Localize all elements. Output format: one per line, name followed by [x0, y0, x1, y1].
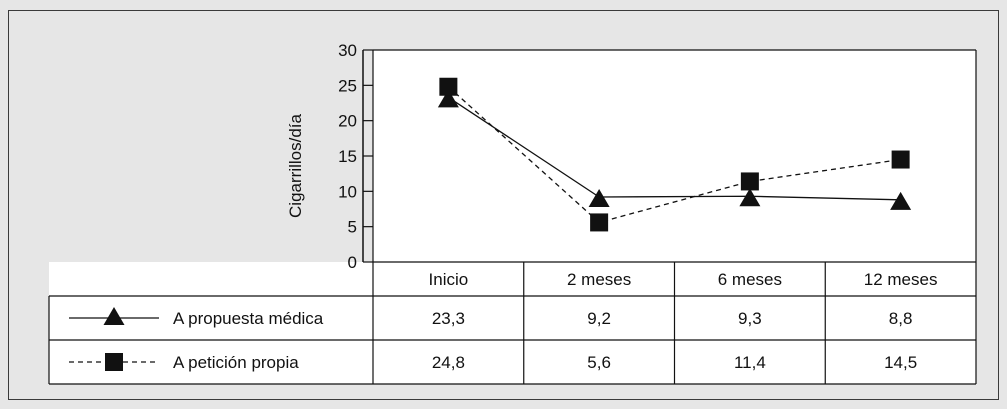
y-tick-label: 10	[338, 182, 357, 201]
triangle-marker	[437, 89, 459, 108]
y-axis-label: Cigarrillos/día	[286, 113, 305, 217]
square-marker	[740, 172, 759, 191]
figure-frame: 0 5 10 15 20 25 30 Cigarrillos/día Inicio 2 meses…	[8, 10, 999, 400]
table-value: 5,6	[587, 353, 611, 372]
category-label: 12 meses	[864, 270, 938, 289]
text-layer: 0 5 10 15 20 25 30 Cigarrillos/día Inicio 2 meses…	[173, 41, 937, 372]
table-value: 9,3	[738, 309, 762, 328]
triangle-marker	[739, 188, 761, 207]
chart: 0 5 10 15 20 25 30 Cigarrillos/día Inicio 2 meses…	[48, 41, 977, 385]
category-label: Inicio	[429, 270, 469, 289]
triangle-marker	[890, 191, 912, 210]
series-line-2	[447, 86, 901, 224]
plot-area	[373, 50, 976, 262]
table-grid	[48, 49, 977, 385]
table-value: 8,8	[889, 309, 913, 328]
category-label: 6 meses	[718, 270, 782, 289]
series-line-1	[448, 96, 901, 201]
triangle-marker	[588, 188, 610, 207]
y-tick-label: 15	[338, 147, 357, 166]
table-value: 23,3	[432, 309, 465, 328]
legend-square-marker	[105, 353, 123, 371]
legend-triangle-marker	[103, 307, 125, 325]
table-value: 14,5	[884, 353, 917, 372]
square-marker	[590, 213, 609, 232]
y-tick-label: 25	[338, 76, 357, 95]
square-marker	[439, 77, 458, 96]
legend-label-2: A petición propia	[173, 353, 299, 372]
y-tick-label: 20	[338, 112, 357, 131]
table-value: 24,8	[432, 353, 465, 372]
category-label: 2 meses	[567, 270, 631, 289]
y-tick-label: 0	[348, 253, 357, 272]
square-marker	[891, 150, 910, 169]
data-table	[49, 262, 976, 384]
table-value: 11,4	[734, 353, 766, 372]
y-tick-label: 30	[338, 41, 357, 60]
axes	[362, 49, 373, 263]
legend-label-1: A propuesta médica	[173, 309, 324, 328]
y-tick-label: 5	[348, 218, 357, 237]
table-value: 9,2	[587, 309, 611, 328]
series-layer	[69, 77, 912, 371]
